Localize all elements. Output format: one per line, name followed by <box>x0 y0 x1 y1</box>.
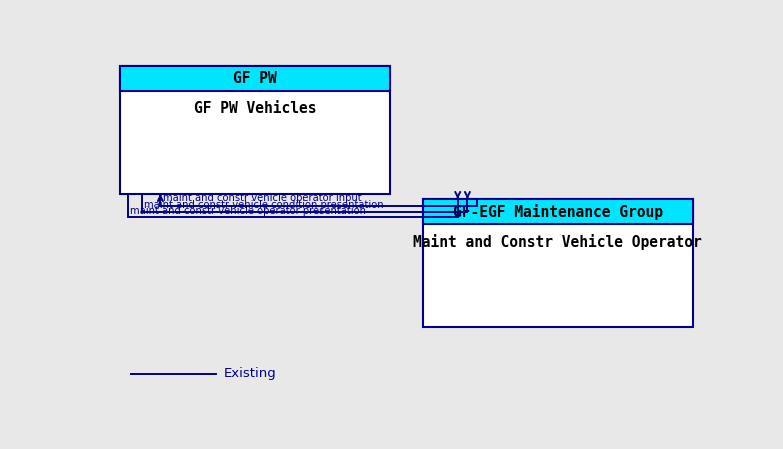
Text: maint and constr vehicle condition presentation: maint and constr vehicle condition prese… <box>144 200 384 210</box>
Text: Maint and Constr Vehicle Operator: Maint and Constr Vehicle Operator <box>413 234 702 251</box>
Text: GF-EGF Maintenance Group: GF-EGF Maintenance Group <box>453 203 662 220</box>
Text: GF PW: GF PW <box>233 71 277 86</box>
Bar <box>423 199 693 224</box>
Bar <box>121 66 391 91</box>
Text: GF PW Vehicles: GF PW Vehicles <box>194 101 316 116</box>
Text: maint and constr vehicle operator input: maint and constr vehicle operator input <box>164 193 362 203</box>
Bar <box>121 66 391 194</box>
Bar <box>423 199 693 327</box>
Text: Existing: Existing <box>223 367 276 380</box>
Text: maint and constr vehicle operator presentation: maint and constr vehicle operator presen… <box>130 206 366 216</box>
